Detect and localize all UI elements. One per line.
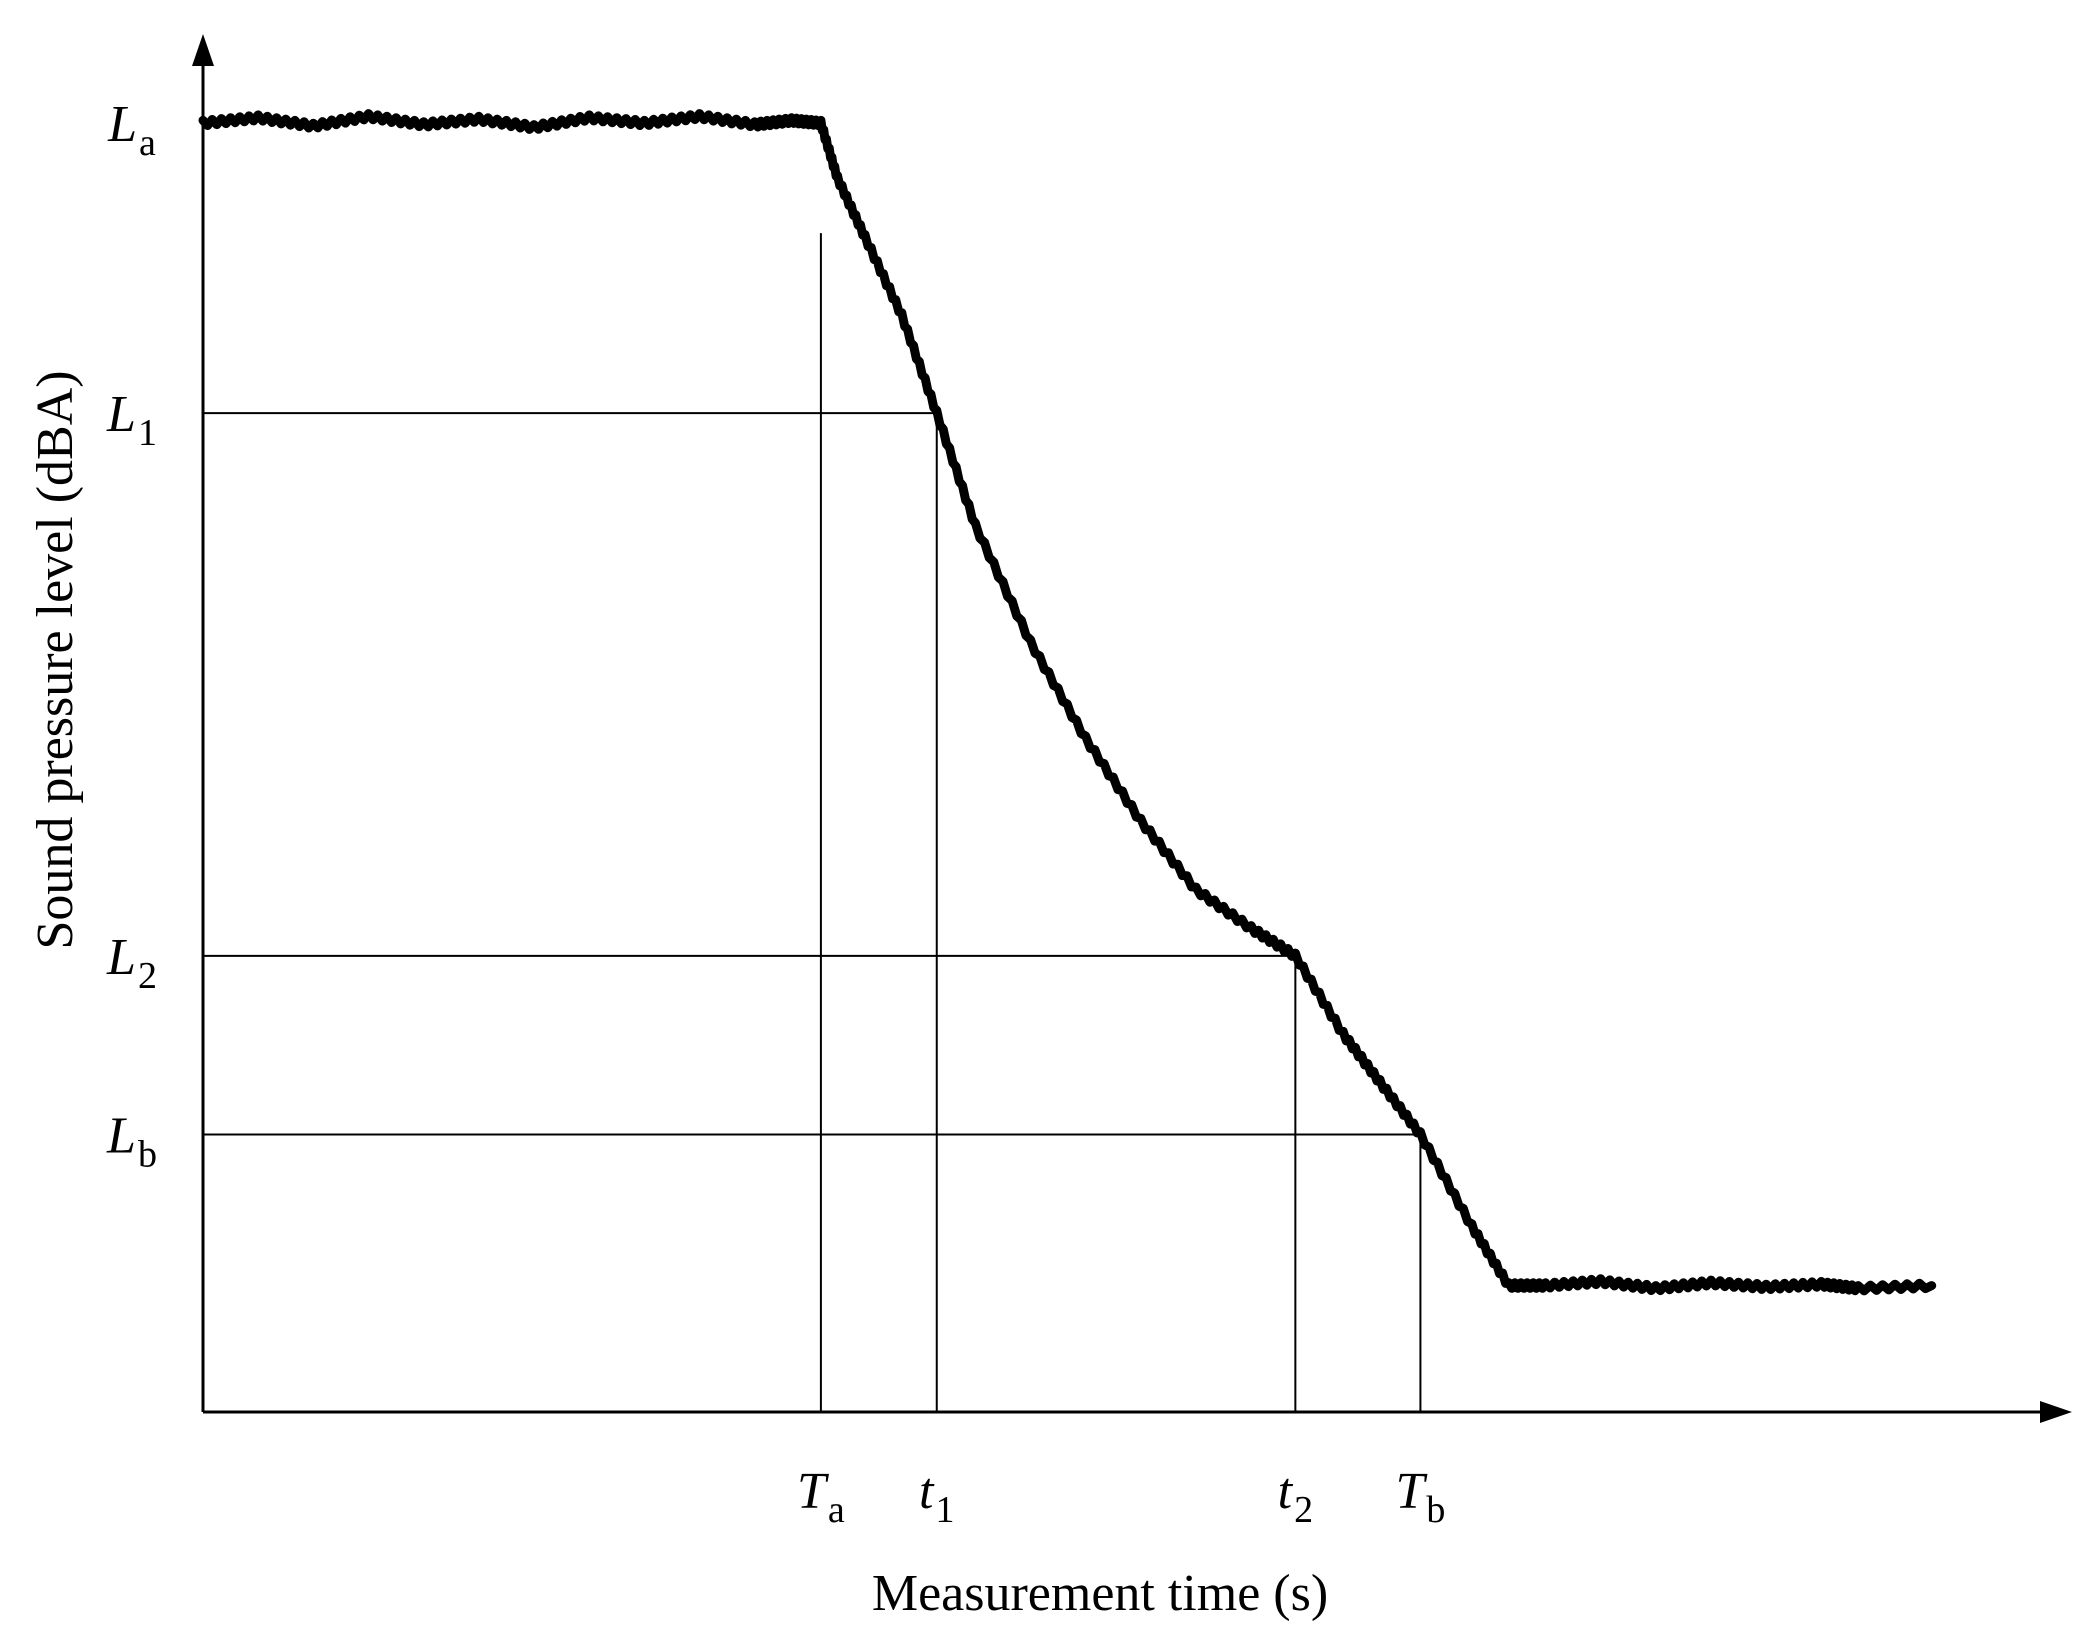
marker-labels: La L1 L2 Lb Ta t1 t2 Tb (106, 96, 1445, 1531)
guide-lines (203, 233, 1422, 1412)
x-marker-label-Ta: Ta (797, 1463, 845, 1531)
y-marker-label-Lb: Lb (106, 1107, 157, 1175)
y-marker-label-L1: L1 (106, 386, 157, 454)
y-marker-label-La: La (107, 96, 156, 164)
y-marker-label-L2: L2 (106, 929, 157, 997)
y-axis-arrow (192, 34, 214, 66)
decay-curve (198, 109, 1937, 1296)
y-axis-title: Sound pressure level (dBA) (27, 370, 84, 949)
x-marker-label-Tb: Tb (1395, 1463, 1445, 1531)
x-marker-label-t1: t1 (919, 1463, 954, 1531)
x-axis-title: Measurement time (s) (872, 1565, 1328, 1622)
x-marker-label-t2: t2 (1278, 1463, 1313, 1531)
axes (192, 34, 2072, 1423)
x-axis-arrow (2040, 1401, 2072, 1423)
